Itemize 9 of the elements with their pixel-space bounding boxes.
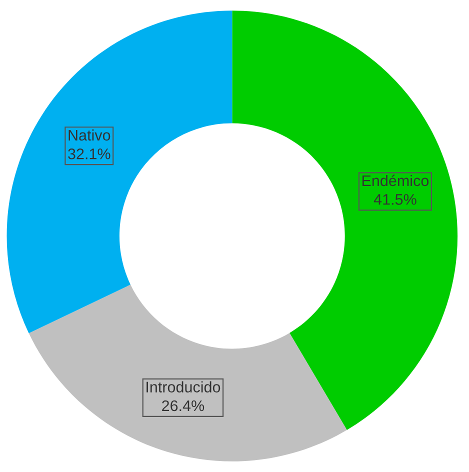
donut-slice: [6, 10, 232, 334]
slice-label: Endémico: [362, 174, 429, 186]
data-label: 26.4%: [162, 400, 204, 412]
donut-slice: [28, 284, 347, 462]
data-label: 32.1%: [68, 148, 110, 160]
donut-slice: [232, 10, 458, 430]
data-label: 41.5%: [374, 194, 416, 205]
slice-label: Nativo: [68, 129, 110, 141]
slice-label: Introducido: [146, 381, 220, 392]
